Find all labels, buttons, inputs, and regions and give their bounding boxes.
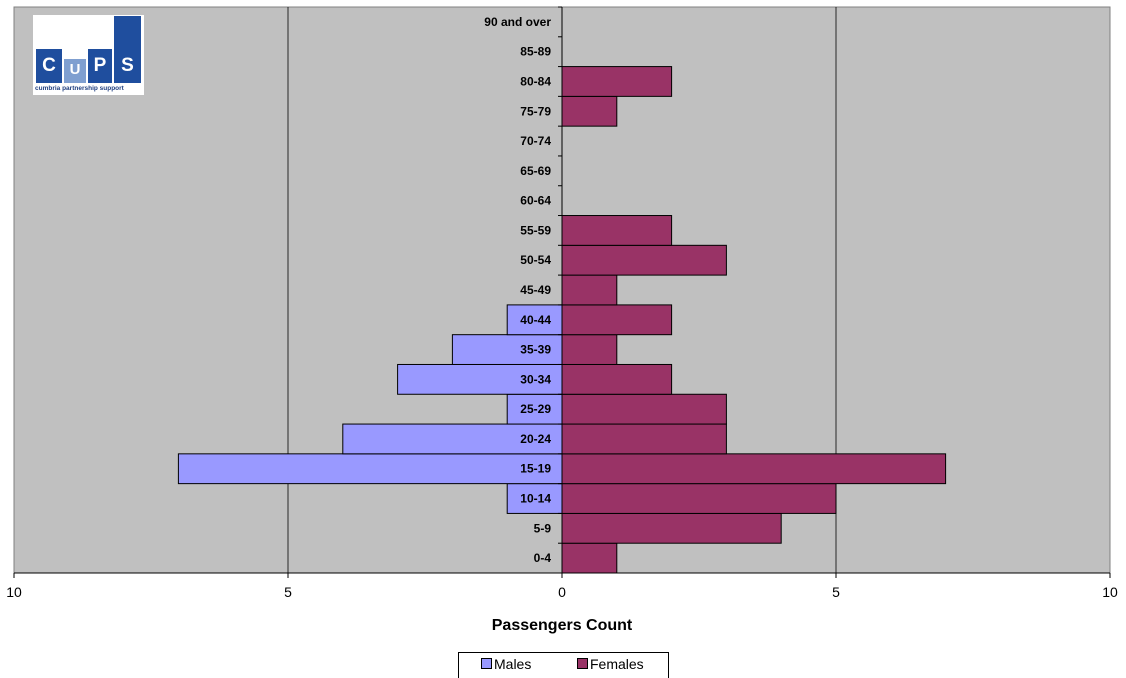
bar-females-25-29 xyxy=(561,393,727,425)
x-axis-title: Passengers Count xyxy=(492,617,633,634)
category-label: 45-49 xyxy=(520,283,551,297)
category-label: 20-24 xyxy=(520,432,551,446)
x-tick-label: 5 xyxy=(284,584,292,600)
category-label: 55-59 xyxy=(520,223,551,237)
category-label: 90 and over xyxy=(484,15,551,29)
category-label: 75-79 xyxy=(520,104,551,118)
bar-males-35-39 xyxy=(451,334,563,365)
legend-item-females: Females xyxy=(577,656,644,672)
bar-females-5-9 xyxy=(561,512,782,544)
category-label: 0-4 xyxy=(534,551,552,565)
bar-females-75-79 xyxy=(561,95,618,127)
bar-females-45-49 xyxy=(561,274,618,306)
bar-females-15-19 xyxy=(561,453,947,485)
bar-males-25-29 xyxy=(506,393,563,425)
cups-logo: C U P S cumbria partnership support xyxy=(33,15,144,95)
bar-females-0-4 xyxy=(561,542,618,574)
bar-females-30-34 xyxy=(561,363,673,395)
category-label: 30-34 xyxy=(520,372,551,386)
x-tick-label: 10 xyxy=(6,584,22,600)
category-label: 35-39 xyxy=(520,343,551,357)
legend-label-females: Females xyxy=(590,656,644,672)
x-tick-label: 0 xyxy=(558,584,566,600)
legend-item-males: Males xyxy=(481,656,531,672)
bar-females-35-39 xyxy=(561,334,618,365)
bar-females-40-44 xyxy=(561,304,673,336)
bar-males-15-19 xyxy=(177,453,563,485)
legend-swatch-females xyxy=(577,658,588,669)
bar-males-20-24 xyxy=(342,423,563,455)
x-tick-label: 10 xyxy=(1102,584,1118,600)
category-label: 15-19 xyxy=(520,462,551,476)
legend-swatch-males xyxy=(481,658,492,669)
chart-legend: Males Females xyxy=(458,652,669,678)
category-label: 5-9 xyxy=(534,521,552,535)
x-tick-label: 5 xyxy=(832,584,840,600)
category-label: 70-74 xyxy=(520,134,551,148)
logo-tagline: cumbria partnership support xyxy=(35,85,124,92)
category-label: 85-89 xyxy=(520,45,551,59)
category-label: 80-84 xyxy=(520,74,551,88)
bar-females-10-14 xyxy=(561,483,837,514)
category-label: 25-29 xyxy=(520,402,551,416)
category-label: 10-14 xyxy=(520,492,551,506)
bar-females-55-59 xyxy=(561,215,673,246)
legend-label-males: Males xyxy=(494,656,532,672)
bar-females-80-84 xyxy=(561,66,673,97)
bar-females-20-24 xyxy=(561,423,727,455)
category-label: 60-64 xyxy=(520,194,551,208)
bar-males-40-44 xyxy=(506,304,563,336)
bar-females-50-54 xyxy=(561,244,727,276)
category-label: 40-44 xyxy=(520,313,551,327)
category-label: 50-54 xyxy=(520,253,551,267)
category-label: 65-69 xyxy=(520,164,551,178)
